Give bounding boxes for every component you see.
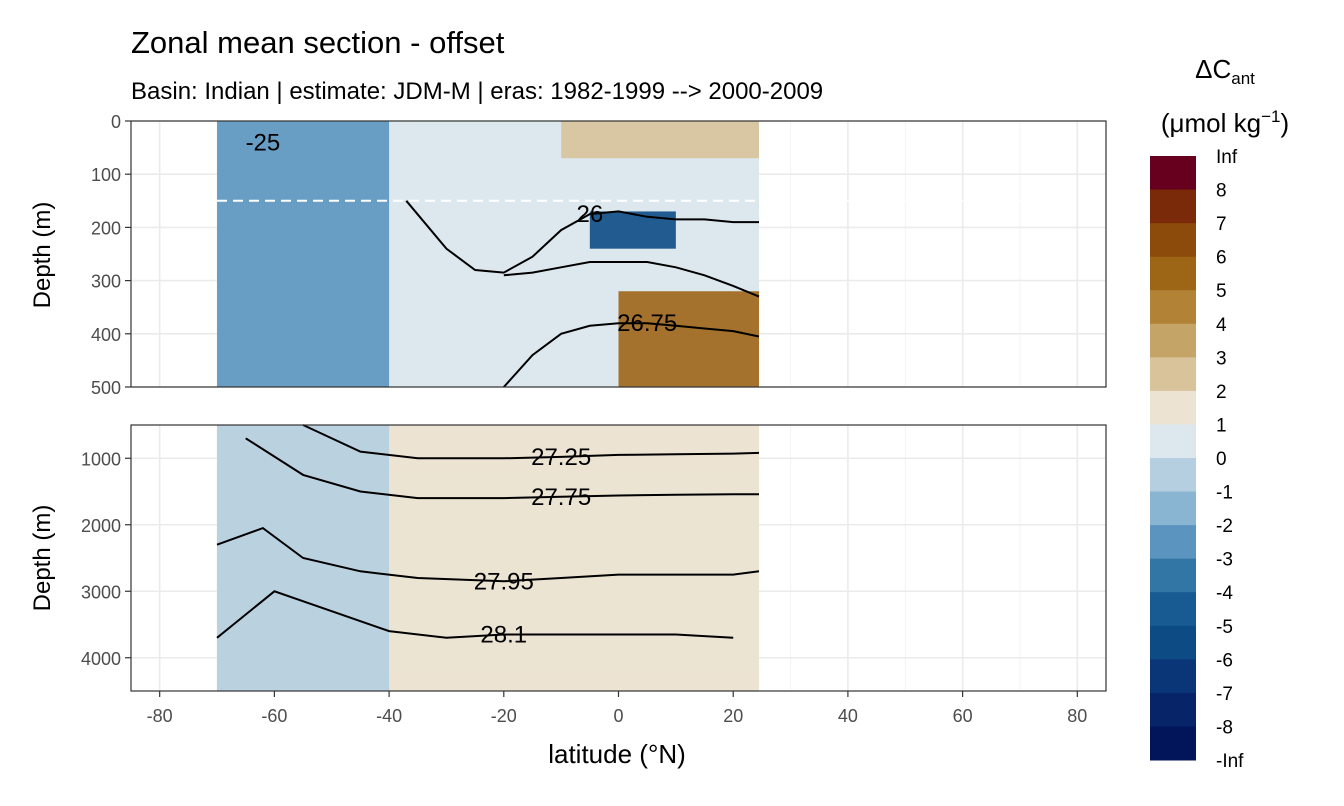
anomaly-region: [217, 121, 390, 387]
density-contour: [405, 200, 759, 274]
legend-swatch: [1150, 357, 1196, 392]
x-tick-label: -40: [376, 706, 402, 726]
y-tick-label: 3000: [81, 582, 121, 602]
legend-break-label: 2: [1216, 382, 1227, 403]
contour-label: 26: [576, 201, 603, 228]
legend-break-label: 3: [1216, 348, 1227, 369]
contour-label: 27.95: [474, 568, 534, 595]
y-tick-label: 200: [91, 218, 121, 238]
density-contour: [503, 261, 760, 298]
x-axis-label: latitude (°N): [548, 739, 686, 769]
legend-break-label: 5: [1216, 281, 1227, 302]
legend-swatch: [1150, 189, 1196, 224]
legend-swatch: [1150, 726, 1196, 761]
legend-swatch: [1150, 390, 1196, 425]
legend-swatch: [1150, 223, 1196, 258]
legend-title-main: ΔC: [1195, 54, 1231, 84]
upper-panel: -25 26 26.75 0 100 200 300 400 500: [91, 112, 1107, 398]
legend-break-label: 4: [1216, 315, 1227, 336]
legend-unit-main: (μmol kg: [1161, 108, 1261, 138]
legend-break-label: -Inf: [1216, 751, 1244, 772]
legend-color-bar: Inf 8 7 6 5 4 3 2 1 0 -1 -2 -3 -4 -5 -6 -7 -8 -Inf: [1150, 147, 1244, 772]
legend-break-label: -6: [1216, 650, 1233, 671]
lower-panel: 27.25 27.75 27.95 28.1 1000 2000 3000 4000: [81, 424, 1107, 692]
contour-label: 26.75: [617, 310, 677, 337]
y-tick-label: 4000: [81, 649, 121, 669]
legend-swatch: [1150, 424, 1196, 459]
x-tick-label: 0: [613, 706, 623, 726]
anomaly-region: [618, 291, 760, 387]
legend-break-label: -1: [1216, 483, 1233, 504]
legend-swatch: [1150, 592, 1196, 627]
legend-swatch: [1150, 625, 1196, 660]
x-tick-label: 80: [1067, 706, 1087, 726]
legend-break-label: -3: [1216, 550, 1233, 571]
legend-swatch: [1150, 458, 1196, 493]
legend-title: ΔCant: [1195, 54, 1255, 88]
legend-swatch: [1150, 156, 1196, 191]
chart-title: Zonal mean section - offset: [131, 25, 505, 60]
y-tick-label: 100: [91, 165, 121, 185]
legend-break-label: -2: [1216, 516, 1233, 537]
density-contour: [216, 590, 734, 639]
y-tick-label: 2000: [81, 516, 121, 536]
legend-swatch: [1150, 692, 1196, 727]
contour-label: 27.75: [531, 484, 591, 511]
legend-break-label: 7: [1216, 214, 1227, 235]
legend-swatch: [1150, 256, 1196, 291]
y-tick-label: 500: [91, 378, 121, 398]
panel-border: [130, 120, 1107, 388]
x-tick-label: -80: [147, 706, 173, 726]
legend-swatch: [1150, 558, 1196, 593]
legend-break-label: 8: [1216, 181, 1227, 202]
density-contour: [216, 526, 760, 583]
legend-break-label: Inf: [1216, 147, 1238, 168]
x-tick-label: 20: [723, 706, 743, 726]
y-axis-label-upper: Depth (m): [29, 202, 56, 309]
chart-subtitle: Basin: Indian | estimate: JDM-M | eras: …: [131, 78, 823, 105]
legend-swatch: [1150, 525, 1196, 560]
x-tick-label: -20: [491, 706, 517, 726]
anomaly-region: [561, 121, 760, 159]
density-contour: [302, 424, 760, 460]
y-tick-label: 300: [91, 272, 121, 292]
x-tick-label: 40: [838, 706, 858, 726]
legend-break-label: 1: [1216, 415, 1227, 436]
legend-break-label: -4: [1216, 583, 1233, 604]
legend-break-label: -5: [1216, 617, 1233, 638]
y-tick-label: 1000: [81, 449, 121, 469]
contour-label: 27.25: [531, 444, 591, 471]
legend-title-sub: ant: [1231, 69, 1255, 88]
y-tick-label: 0: [111, 112, 121, 132]
contour-label: -25: [246, 129, 281, 156]
legend-break-label: -8: [1216, 717, 1233, 738]
legend-swatch: [1150, 323, 1196, 358]
x-tick-label: -60: [261, 706, 287, 726]
density-contour: [245, 437, 759, 500]
legend-break-label: -7: [1216, 684, 1233, 705]
colorbar-legend: ΔCant (μmol kg−1) Inf 8 7 6 5 4 3 2 1 0 -1 -2 -3 -4 -5…: [1150, 54, 1289, 772]
y-tick-label: 400: [91, 325, 121, 345]
legend-swatch: [1150, 491, 1196, 526]
x-axis: -80 -60 -40 -20 0 20 40 60 80: [147, 691, 1087, 726]
legend-swatch: [1150, 290, 1196, 325]
legend-break-label: 6: [1216, 248, 1227, 269]
y-axis-label-lower: Depth (m): [29, 505, 56, 612]
x-tick-label: 60: [953, 706, 973, 726]
density-contour: [503, 322, 760, 388]
legend-unit-close: ): [1280, 108, 1289, 138]
legend-unit: (μmol kg−1): [1161, 107, 1289, 138]
legend-break-label: 0: [1216, 449, 1227, 470]
legend-swatch: [1150, 659, 1196, 694]
legend-unit-sup: −1: [1261, 107, 1280, 126]
contour-label: 28.1: [480, 621, 527, 648]
